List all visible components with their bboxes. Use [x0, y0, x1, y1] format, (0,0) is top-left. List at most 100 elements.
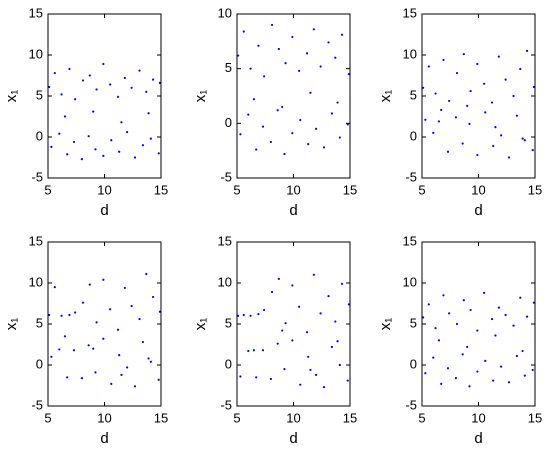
y-tick-label: -5 [220, 397, 232, 412]
y-tick-label: 0 [225, 356, 232, 371]
point [68, 313, 71, 317]
point [239, 133, 242, 136]
y-tick-label: 15 [403, 233, 417, 248]
y-axis-label: x₁ [192, 90, 209, 103]
point [424, 118, 427, 121]
point [523, 374, 526, 377]
point [110, 139, 113, 142]
point [80, 377, 83, 380]
point [257, 313, 260, 316]
point [270, 290, 274, 294]
point [327, 41, 330, 44]
point [497, 55, 500, 58]
point [109, 308, 112, 311]
point [242, 30, 245, 33]
x-tick-label: 5 [418, 182, 425, 197]
point [515, 114, 519, 117]
subplot: 5 10 15 -5 0 5 10 15 d x₁ [377, 233, 542, 447]
point [151, 78, 155, 81]
y-axis-label: x₁ [3, 318, 20, 331]
x-tick-label: 10 [97, 182, 111, 197]
point [126, 366, 129, 369]
point [151, 295, 155, 299]
point [158, 310, 161, 313]
point [476, 153, 479, 157]
point [461, 142, 464, 145]
point [50, 145, 53, 148]
point [532, 301, 535, 304]
x-tick-label: 15 [343, 410, 357, 425]
x-tick-label: 5 [418, 410, 425, 425]
point [141, 144, 145, 147]
point [437, 339, 441, 342]
point [461, 353, 464, 356]
point [116, 328, 120, 331]
point [427, 65, 430, 68]
y-tick-label: 0 [410, 356, 417, 371]
y-tick-label: -5 [31, 397, 43, 412]
x-tick-label: 15 [154, 182, 168, 197]
point [432, 356, 435, 359]
point [123, 76, 126, 80]
point [92, 110, 95, 113]
point [60, 93, 63, 96]
point [512, 324, 515, 327]
point [66, 376, 69, 379]
point [531, 149, 534, 152]
y-tick-label: -5 [220, 169, 232, 184]
axes-box [421, 13, 536, 179]
point [315, 127, 318, 130]
point [277, 277, 280, 280]
point [434, 327, 437, 330]
point [305, 52, 309, 55]
point [149, 137, 152, 140]
point [255, 148, 258, 151]
point [462, 299, 465, 302]
point [446, 367, 450, 370]
x-tick-label: 5 [44, 410, 51, 425]
x-axis-label: d [289, 202, 297, 219]
point [315, 373, 318, 376]
point [252, 349, 256, 352]
point [523, 139, 526, 142]
point [504, 313, 507, 317]
point [102, 154, 105, 157]
y-axis-label: x₁ [377, 318, 394, 331]
point [468, 122, 471, 125]
point [440, 382, 443, 385]
point [340, 282, 344, 285]
point [276, 109, 279, 112]
point [157, 378, 160, 381]
point [147, 357, 150, 360]
point [110, 382, 113, 385]
point [291, 35, 294, 39]
point [80, 158, 83, 161]
y-tick-label: -5 [405, 397, 417, 412]
x-tick-label: 10 [471, 182, 485, 197]
point [95, 88, 98, 91]
point [497, 306, 500, 309]
x-tick-label: 5 [233, 410, 240, 425]
point [338, 363, 341, 367]
point [138, 317, 141, 321]
x-tick-label: 10 [286, 182, 300, 197]
point [484, 359, 487, 362]
point [440, 108, 443, 112]
point [283, 368, 286, 371]
point [334, 56, 337, 59]
point [126, 130, 129, 134]
x-axis-label: d [100, 202, 108, 219]
point [346, 123, 349, 126]
point [507, 156, 511, 159]
point [484, 111, 487, 114]
point [269, 140, 272, 144]
point [58, 132, 61, 135]
point [422, 86, 425, 89]
point [87, 344, 90, 347]
x-tick-label: 5 [233, 182, 240, 197]
axes-box [421, 241, 536, 407]
point [448, 99, 451, 103]
point [422, 316, 425, 319]
point [242, 313, 245, 317]
